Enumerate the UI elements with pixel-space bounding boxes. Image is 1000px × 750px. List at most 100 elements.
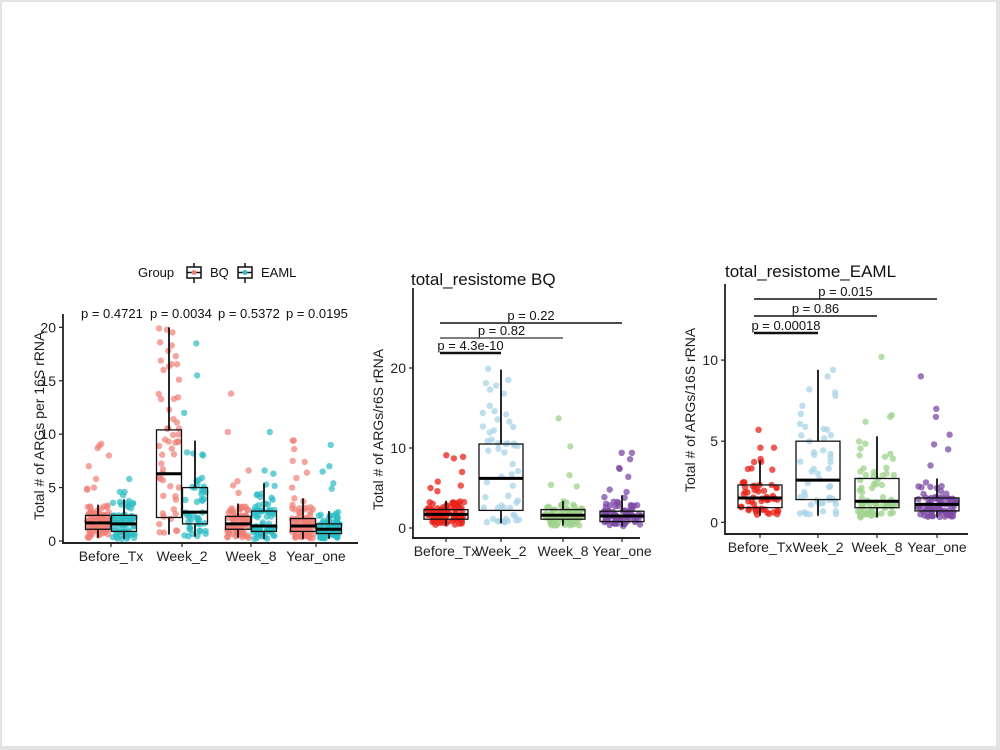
left-bq-week_2-point — [156, 339, 164, 346]
panel1-week_8-point — [575, 522, 583, 529]
left-bq-week_2-point — [175, 376, 183, 383]
panel1-year_one-point — [625, 473, 632, 480]
panel1-week_2-point — [508, 471, 515, 478]
x-tick-label: Year_one — [592, 543, 652, 559]
y-tick-label: 10 — [702, 352, 718, 368]
left-bq-week_2-point — [156, 442, 163, 450]
panel2-before_tx-box — [737, 484, 783, 509]
panel2-week_8-point — [862, 440, 869, 447]
left-bq-year_one-point — [288, 484, 296, 491]
panel2-week_8-point — [870, 472, 877, 480]
panel2-before_tx-point — [738, 503, 745, 510]
panel1-week_2-point — [505, 492, 512, 499]
legend-label-eaml: EAML — [261, 265, 296, 280]
panel1-week_2-point — [506, 504, 514, 512]
panel2-week_2-point — [829, 495, 836, 502]
panel2-week_2-point — [802, 423, 809, 430]
left-y-axis-label: Total # of ARGs per 16S rRNA — [31, 331, 47, 520]
panel2-before_tx-point — [755, 426, 762, 433]
panel1-week_2-point — [509, 460, 516, 468]
panel2-week_8-point — [881, 453, 889, 460]
left-bq-year_one-point — [307, 504, 314, 511]
panel1-before_tx-point — [457, 482, 464, 489]
x-tick-label: Before_Tx — [79, 548, 144, 564]
left-eaml-week_8-point — [270, 470, 277, 477]
comparison-p-value: p = 0.00018 — [751, 318, 820, 333]
comparison-p-value: p = 0.015 — [818, 284, 873, 299]
left-eaml-week_8-point — [261, 467, 268, 474]
left-eaml-week_8-point — [253, 531, 261, 538]
panel2-week_2-point — [825, 465, 832, 472]
left-eaml-week_2-point — [200, 495, 207, 503]
comparison-p-value: p = 4.3e-10 — [437, 338, 503, 353]
left-bq-week_2-point — [167, 483, 174, 490]
panel1-week_2-point — [480, 504, 487, 511]
left-bq-week_2-point — [172, 439, 179, 446]
middle-y-axis-label: Total # of ARGs/r6S rRNA — [370, 348, 386, 510]
left-bq-week_8-point — [229, 482, 237, 489]
left-eaml-week_2-point — [183, 449, 191, 456]
left-bq-year_one-point — [290, 437, 297, 444]
panel1-before_tx-point — [427, 484, 434, 492]
panel1-year_one-point — [620, 522, 627, 530]
panel1-week_2-point — [513, 517, 520, 524]
x-tick-label: Week_2 — [792, 539, 843, 555]
left-bq-week_2-point — [155, 325, 163, 332]
panel1-week_2-point — [493, 382, 500, 389]
y-tick-label: 15 — [40, 373, 56, 389]
panel2-before_tx-point — [753, 511, 761, 518]
panel1-before_tx-point — [459, 453, 467, 460]
panel2-year_one-point — [918, 484, 925, 491]
panel2-week_8-point — [857, 508, 864, 515]
x-tick-label: Week_8 — [537, 543, 588, 559]
y-tick-label: 0 — [398, 520, 406, 536]
left-eaml-year_one-point — [321, 534, 328, 541]
left-bq-week_8-point — [243, 506, 251, 513]
panel1-before_tx-point — [429, 500, 436, 507]
panel1-week_2-point — [482, 380, 490, 387]
left-eaml-year_one-point — [315, 512, 322, 519]
left-eaml-year_one-point — [330, 480, 337, 487]
panel2-week_8-point — [878, 353, 885, 361]
left-bq-year_one-point — [301, 458, 308, 466]
panel2-year_one-point — [942, 509, 949, 516]
left-bq-week_8-point — [245, 467, 252, 474]
panel1-year_one-point — [618, 449, 625, 456]
panel1-week_8-point — [567, 443, 574, 450]
panel2-week_2-point — [827, 454, 834, 461]
panel2-week_8-point — [857, 468, 864, 475]
y-tick-label: 10 — [40, 426, 56, 442]
panel2-week_2-point — [824, 373, 831, 380]
panel2-before_tx-point — [745, 505, 752, 513]
left-eaml-before_tx-point — [125, 503, 132, 511]
panel1-week_2-point — [483, 478, 491, 486]
legend-dot-eaml — [242, 270, 248, 275]
left-eaml-before_tx-point — [116, 498, 124, 506]
panel1-before_tx-point — [447, 503, 455, 511]
panel1-week_2-point — [479, 423, 486, 430]
panel1-week_2-point — [509, 482, 516, 489]
panel2-year_one-point — [943, 490, 950, 497]
panel1-week_2-point — [489, 515, 497, 523]
comparison-p-value: p = 0.82 — [478, 323, 525, 338]
panel2-before_tx-point — [760, 487, 768, 494]
left-eaml-week_2-point — [181, 409, 188, 416]
panel1-year_one-point — [623, 488, 630, 496]
left-bq-year_one-point — [303, 469, 311, 476]
panel2-before_tx-point — [770, 444, 778, 451]
left-eaml-week_2-point — [189, 530, 196, 537]
left-bq-week_2-point — [170, 416, 177, 423]
left-bq-week_2-point — [172, 493, 179, 500]
panel2-before_tx-point — [748, 498, 755, 505]
left-bq-week_2-point — [168, 445, 175, 452]
panel1-week_8-point — [563, 499, 570, 506]
panel2-year_one-point — [927, 483, 934, 491]
left-bq-week_2-point — [170, 506, 177, 513]
panel2-week_8-point — [878, 481, 886, 489]
panel2-week_2-point — [820, 435, 828, 442]
right-title: total_resistome_EAML — [725, 262, 896, 281]
panel2-week_2-point — [827, 482, 834, 490]
left-bq-week_2-point — [160, 492, 167, 499]
panel1-week_8-point — [545, 503, 552, 510]
panel1-week_2-point — [495, 445, 502, 452]
